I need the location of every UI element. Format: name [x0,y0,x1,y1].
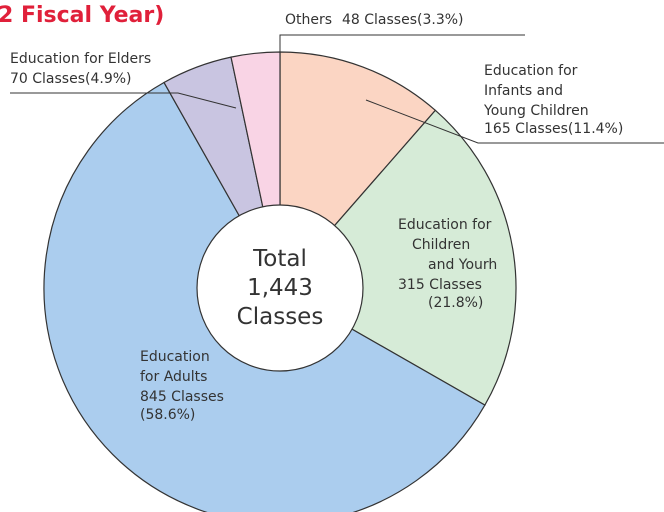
value-label: 48 Classes(3.3%) [342,12,464,28]
category-label: Education for Infants and Young Children [483,63,589,119]
leader-line [365,99,664,144]
category-label: Education for Children and Yourh [398,217,497,273]
center-hole [196,204,364,372]
value-label: 845 Classes (58.6%) [140,389,224,423]
leader-line [279,34,525,78]
value-label: 315 Classes (21.8%) [398,277,483,311]
category-label: Others [285,12,332,28]
category-label: Education for Elders [10,51,151,67]
center-label: Total 1,443 Classes [237,246,324,330]
value-label: 70 Classes(4.9%) [10,71,132,87]
chart-title: 2 Fiscal Year) [0,3,164,28]
labels: Education for Infants and Young Children 16… [10,12,623,423]
category-label: Education for Adults [140,349,210,385]
leader-line [10,92,237,109]
value-label: 165 Classes(11.4%) [484,121,623,137]
